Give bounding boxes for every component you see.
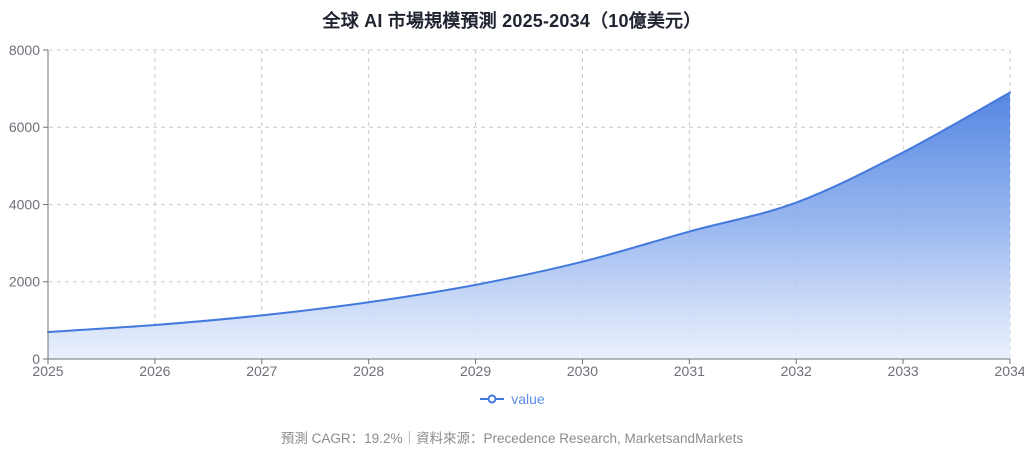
area-fill	[48, 92, 1010, 360]
x-tick-label: 2032	[781, 363, 812, 379]
x-tick-label: 2029	[460, 363, 491, 379]
x-tick-label: 2033	[888, 363, 919, 379]
y-tick-label: 2000	[9, 274, 40, 290]
value-line	[47, 91, 1011, 333]
legend-item-value[interactable]: value	[0, 388, 1024, 410]
x-tick-label: 2031	[674, 363, 705, 379]
legend-label: value	[511, 391, 545, 407]
x-tick-label: 2028	[353, 363, 384, 379]
x-tick-label: 2034	[994, 363, 1024, 379]
area-chart: 0 2000 4000 6000 8000 2025 2026 2027 2028 2029 203…	[9, 42, 1024, 379]
y-tick-label: 4000	[9, 196, 40, 212]
x-tick-label: 2030	[567, 363, 598, 379]
y-tick-label: 8000	[9, 42, 40, 58]
x-tick-label: 2026	[139, 363, 170, 379]
source-note: 預測 CAGR：19.2%｜資料來源：Precedence Research, …	[280, 431, 744, 446]
y-tick-label: 0	[32, 351, 40, 367]
x-tick-label: 2027	[246, 363, 277, 379]
x-tick-label: 2025	[32, 363, 63, 379]
y-tick-label: 6000	[9, 119, 40, 135]
line-series-legend-icon	[480, 394, 505, 404]
chart-title: 全球 AI 市場規模預測 2025-2034（10億美元）	[322, 11, 702, 31]
